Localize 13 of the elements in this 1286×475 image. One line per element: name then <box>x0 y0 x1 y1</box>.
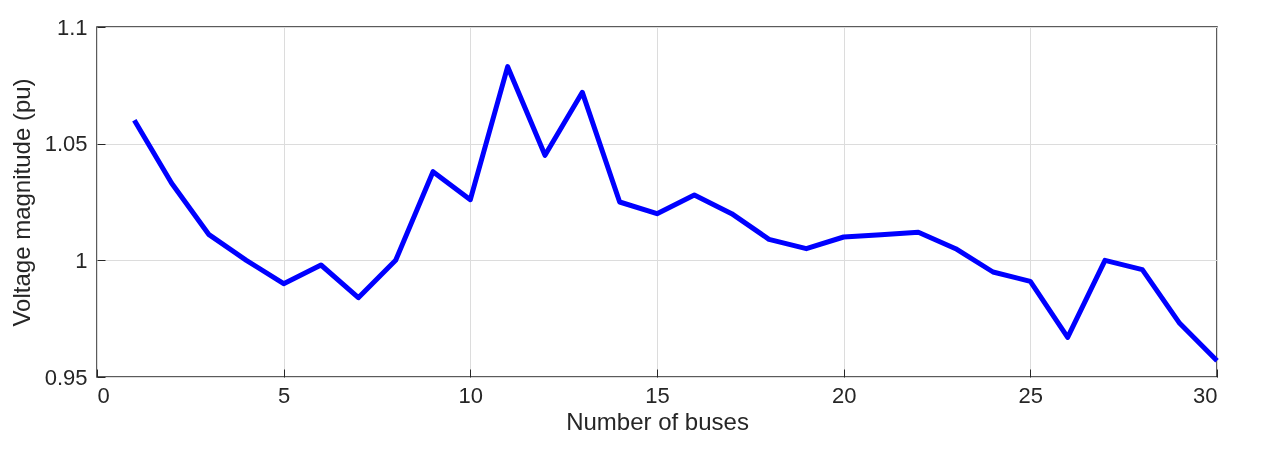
y-tick-label: 1 <box>75 247 88 273</box>
y-tick-label: 1.1 <box>56 14 88 40</box>
x-tick-label: 30 <box>1193 382 1218 408</box>
x-tick-label: 0 <box>97 382 110 408</box>
x-tick-label: 5 <box>278 382 291 408</box>
y-axis-title: Voltage magnitude (pu) <box>7 78 35 327</box>
y-tick-label: 0.95 <box>44 364 88 390</box>
x-tick-label: 20 <box>831 382 857 408</box>
x-axis-title: Number of buses <box>566 407 749 435</box>
x-tick-label: 15 <box>645 382 670 408</box>
y-tick-label: 1.05 <box>44 131 88 157</box>
x-tick-label: 25 <box>1018 382 1044 408</box>
x-tick-label: 10 <box>458 382 484 408</box>
